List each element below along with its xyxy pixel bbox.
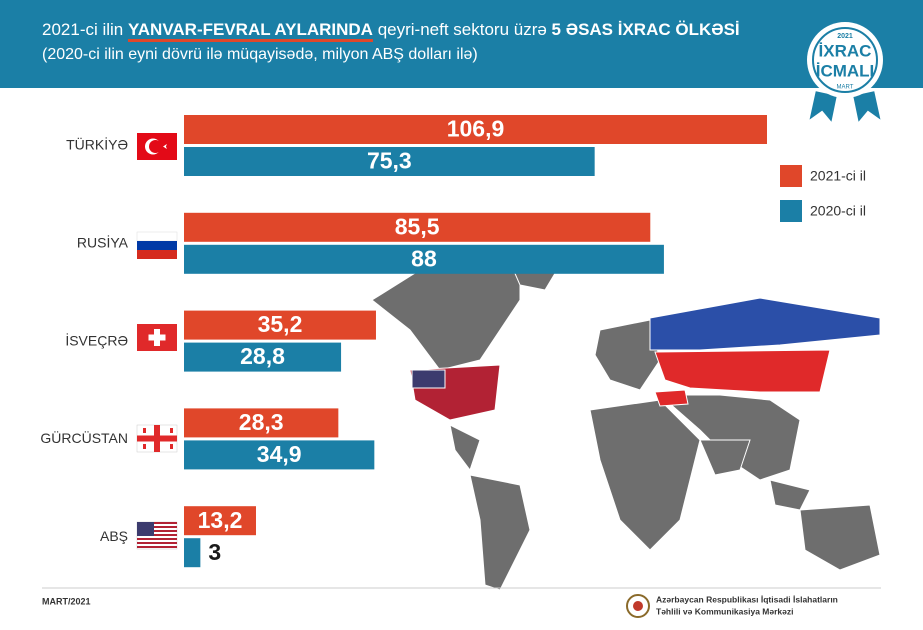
value-label: 34,9 [257,441,302,467]
category-label: ABŞ [100,528,128,544]
bar [184,440,375,470]
flag [137,324,177,351]
bar [184,115,767,144]
flag [136,231,178,259]
value-label: 28,3 [239,409,284,435]
value-label: 3 [208,539,221,565]
flag [136,521,178,550]
title: 2021-ci ilin YANVAR-FEVRAL AYLARINDA qey… [42,20,740,40]
category-label: RUSİYA [77,234,129,251]
value-label: 88 [411,245,437,271]
bar [184,538,201,568]
category-label: TÜRKİYƏ [66,136,128,153]
legend-swatch [780,165,802,187]
category-label: GÜRCÜSTAN [40,429,128,446]
bar [184,408,339,438]
legend-label: 2020-ci il [810,203,866,219]
title-part: qeyri-neft sektoru üzrə [372,20,552,39]
bar [184,212,651,242]
bar [184,506,256,536]
legend-label: 2021-ci il [810,168,866,184]
header: 2021-ci ilin YANVAR-FEVRAL AYLARINDA qey… [0,0,923,88]
category-label: İSVEÇRƏ [65,331,128,348]
bar [184,342,342,372]
badge-year: 2021 [837,33,853,40]
badge-text: İCMALI [816,61,875,80]
value-label: 75,3 [367,148,412,174]
world-map [371,254,881,591]
value-label: 13,2 [198,507,243,533]
subtitle: (2020-ci ilin eyni dövrü ilə müqayisədə,… [42,46,478,63]
bar [184,310,376,340]
badge: 2021 İXRAC İCMALI MART [806,22,884,127]
title-part: YANVAR-FEVRAL AYLARINDA [128,20,373,39]
title-part: 5 ƏSAS İXRAC ÖLKƏSİ [551,20,740,39]
footer-org: Azərbaycan Respublikası İqtisadi İslahat… [656,594,838,604]
title-part: 2021-ci ilin [42,20,128,39]
value-label: 106,9 [447,116,505,142]
badge-text: İXRAC [819,41,872,60]
badge-month: MART [837,85,854,91]
flag [137,133,177,160]
legend-swatch [780,200,802,222]
value-label: 35,2 [258,311,303,337]
footer-org: Təhlili və Kommunikasiya Mərkəzi [656,606,793,616]
bar [184,147,595,176]
bar [184,244,664,274]
value-label: 28,8 [240,343,285,369]
org-logo [626,594,650,618]
flag [136,424,178,453]
footer-date: MART/2021 [42,596,91,606]
value-label: 85,5 [395,213,440,239]
